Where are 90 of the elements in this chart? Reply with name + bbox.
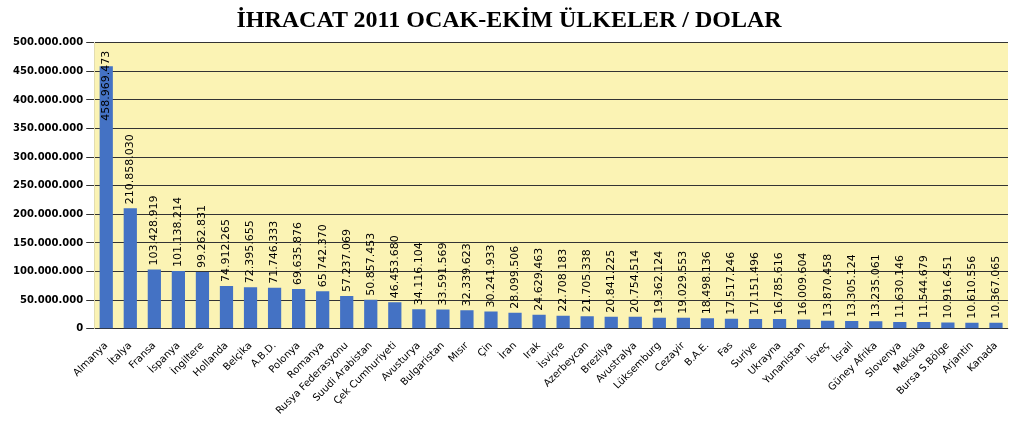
bar — [556, 315, 570, 329]
data-label: 11.630.146 — [892, 255, 906, 319]
bar — [460, 310, 474, 329]
bar — [941, 322, 955, 329]
y-tick-label: 400.000.000 — [12, 93, 84, 105]
bar — [821, 320, 835, 329]
data-label: 21.705.338 — [580, 249, 594, 313]
data-label: 34.116.104 — [411, 242, 425, 306]
data-label: 20.754.514 — [628, 249, 642, 313]
bar — [484, 311, 498, 329]
data-label: 13.235.061 — [868, 254, 882, 318]
data-label: 65.742.370 — [315, 224, 329, 288]
bar — [604, 316, 618, 329]
bar — [316, 291, 330, 329]
bar — [532, 314, 546, 329]
data-label: 19.362.124 — [652, 250, 666, 314]
bar — [340, 295, 354, 329]
data-label: 10.610.556 — [964, 255, 978, 319]
data-label: 71.746.333 — [267, 220, 281, 284]
data-label: 458.969.473 — [99, 50, 113, 121]
bar — [845, 321, 859, 329]
data-label: 16.785.616 — [772, 252, 786, 316]
y-tick-label: 500.000.000 — [12, 36, 84, 48]
y-tick-label: 100.000.000 — [12, 265, 84, 277]
data-label: 17.151.496 — [748, 251, 762, 315]
data-label: 74.912.265 — [219, 218, 233, 282]
bar — [700, 318, 715, 329]
bar — [195, 271, 210, 329]
data-label: 18.498.136 — [700, 251, 714, 315]
data-label: 16.009.604 — [796, 252, 810, 316]
bar — [292, 288, 306, 329]
bar — [508, 312, 522, 329]
data-label: 33.591.569 — [435, 242, 449, 306]
bar — [364, 299, 378, 329]
bar — [123, 208, 137, 329]
bar — [965, 322, 979, 329]
data-label: 57.237.069 — [339, 229, 353, 292]
bar — [652, 317, 666, 329]
data-label: 24.629.463 — [531, 247, 545, 311]
bar — [893, 322, 907, 329]
bar — [436, 309, 450, 329]
y-tick-label: 150.000.000 — [12, 236, 84, 248]
data-label: 72.395.655 — [243, 220, 257, 284]
bar — [748, 318, 763, 329]
y-tick-label: 300.000.000 — [12, 150, 84, 162]
bar — [869, 321, 883, 329]
data-label: 11.544.679 — [916, 255, 930, 319]
data-label: 13.305.124 — [844, 254, 858, 318]
bar — [628, 316, 642, 329]
x-tick-label: Fas — [715, 339, 735, 359]
data-label: 69.635.876 — [291, 221, 305, 285]
data-label: 210.858.030 — [123, 134, 137, 205]
data-label: 13.870.458 — [820, 253, 834, 317]
data-label: 19.029.553 — [676, 250, 690, 314]
y-tick-label: 450.000.000 — [12, 64, 84, 76]
y-tick-label: 50.000.000 — [19, 293, 84, 305]
data-label: 10.916.451 — [940, 255, 954, 319]
y-tick-label: 250.000.000 — [12, 179, 84, 191]
y-tick-label: 200.000.000 — [12, 207, 84, 219]
bar — [243, 287, 258, 329]
data-label: 101.138.214 — [171, 196, 185, 267]
bar — [772, 319, 787, 329]
data-label: 50.857.453 — [363, 232, 377, 296]
y-tick-label: 350.000.000 — [12, 122, 84, 134]
bar — [412, 309, 426, 329]
data-label: 20.841.225 — [604, 249, 618, 313]
bar — [219, 285, 234, 329]
data-label: 103.428.919 — [147, 195, 161, 266]
y-tick-label: 0 — [76, 322, 84, 334]
bar — [388, 302, 402, 329]
bar — [147, 269, 161, 329]
data-label: 28.099.506 — [507, 245, 521, 309]
data-label: 30.241.933 — [483, 244, 497, 308]
x-tick-label: İran — [495, 338, 519, 362]
bar — [989, 322, 1003, 329]
x-tick-label: Çin — [475, 339, 495, 359]
data-label: 17.517.246 — [724, 251, 738, 315]
data-label: 32.339.623 — [459, 243, 473, 307]
data-label: 10.367.065 — [988, 255, 1002, 319]
bar — [580, 316, 594, 329]
bar — [917, 322, 931, 329]
bar — [676, 317, 690, 329]
bar — [267, 287, 282, 329]
data-label: 46.453.680 — [387, 235, 401, 299]
chart-title: İHRACAT 2011 OCAK-EKİM ÜLKELER / DOLAR — [236, 5, 783, 32]
bar — [796, 319, 811, 329]
bar — [171, 270, 185, 329]
data-label: 99.262.831 — [195, 204, 209, 268]
data-label: 22.708.183 — [555, 248, 569, 312]
bar — [724, 318, 739, 329]
